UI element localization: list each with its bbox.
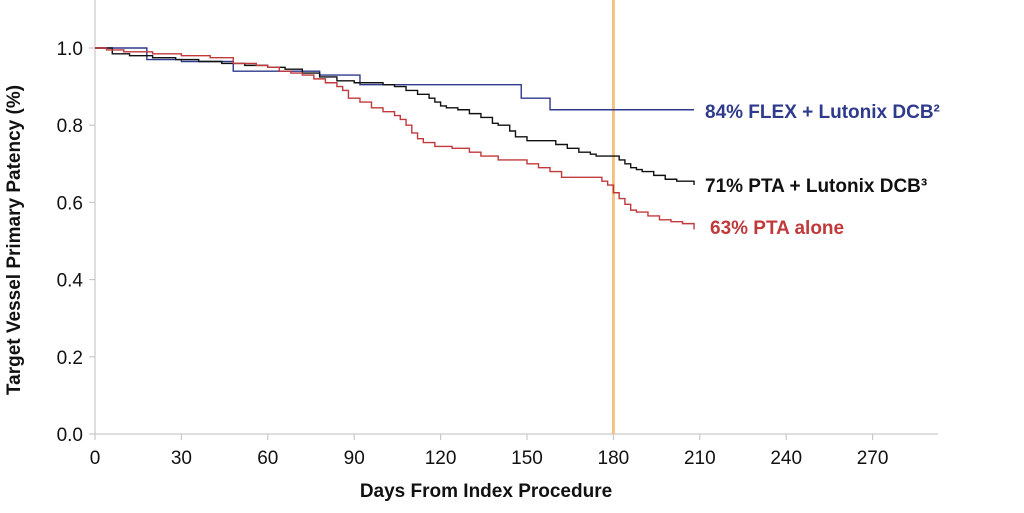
x-tick-label: 180 (598, 448, 630, 469)
x-tick-label: 30 (171, 448, 192, 469)
y-tick-label: 0.6 (57, 193, 83, 214)
series-layer (95, 47, 695, 230)
x-tick-label: 270 (857, 448, 889, 469)
y-axis-title: Target Vessel Primary Patency (%) (4, 85, 25, 395)
y-axis: 0.0 0.2 0.4 0.6 0.8 1.0 (57, 0, 96, 446)
series-label-2: 71% PTA + Lutonix DCB³ (705, 176, 927, 197)
x-tick-label: 210 (684, 448, 716, 469)
y-tick-label: 0.0 (57, 425, 83, 446)
series-label-1: 84% FLEX + Lutonix DCB² (705, 102, 940, 123)
x-tick-label: 240 (770, 448, 802, 469)
x-tick-label: 120 (425, 448, 457, 469)
y-tick-label: 1.0 (57, 39, 83, 60)
x-tick-label: 0 (90, 448, 101, 469)
x-tick-label: 150 (511, 448, 543, 469)
x-axis-title: Days From Index Procedure (360, 481, 612, 502)
y-tick-label: 0.2 (57, 348, 83, 369)
x-axis: 0 30 60 90 120 150 180 210 240 270 (90, 433, 938, 469)
x-tick-label: 60 (257, 448, 278, 469)
series-line-1 (95, 47, 695, 111)
series-label-layer: 84% FLEX + Lutonix DCB² 71% PTA + Lutonix… (705, 102, 940, 239)
series-label-3: 63% PTA alone (710, 218, 844, 239)
series-line-2 (95, 47, 695, 186)
x-tick-label: 90 (344, 448, 365, 469)
y-tick-label: 0.4 (57, 271, 84, 292)
series-line-3 (95, 47, 695, 230)
y-tick-label: 0.8 (57, 116, 83, 137)
